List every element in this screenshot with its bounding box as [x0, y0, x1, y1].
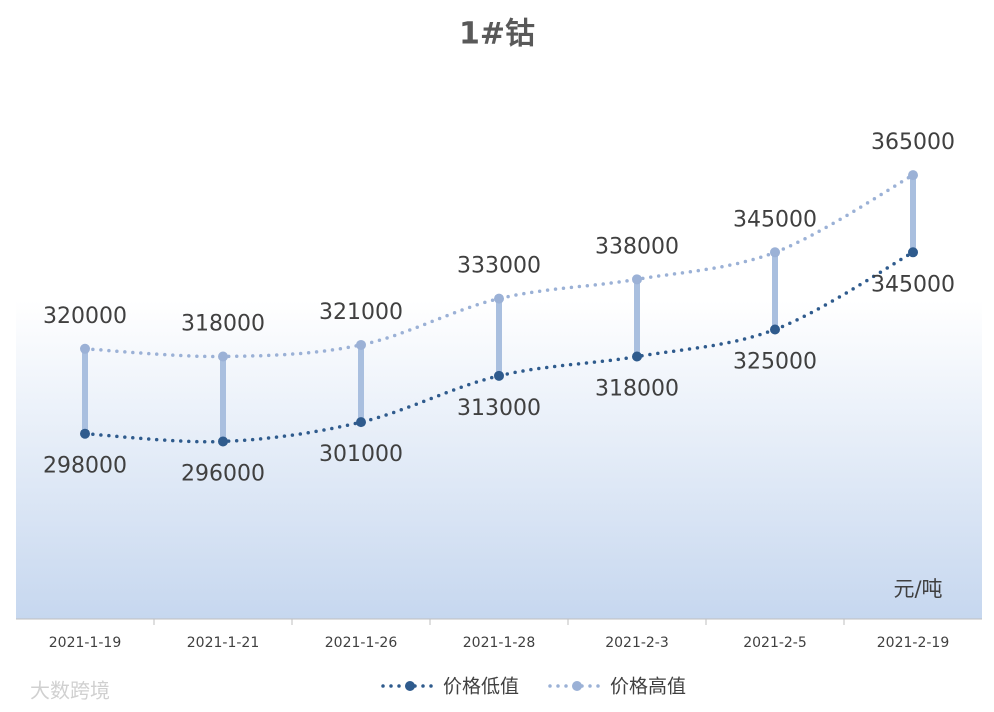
- data-point: [80, 428, 90, 439]
- data-label: 301000: [319, 442, 403, 467]
- data-label: 338000: [595, 234, 679, 259]
- x-tick-label: 2021-2-3: [605, 635, 669, 651]
- data-point: [356, 417, 366, 428]
- legend-label: 价格低值: [443, 676, 519, 698]
- x-tick-label: 2021-1-26: [325, 635, 398, 651]
- data-label: 333000: [457, 254, 541, 279]
- x-tick-label: 2021-1-28: [463, 635, 535, 651]
- data-label: 325000: [733, 350, 817, 375]
- legend-marker: [405, 681, 415, 691]
- data-point: [494, 370, 504, 381]
- x-tick-label: 2021-2-5: [743, 635, 807, 651]
- legend-label: 价格高值: [610, 676, 686, 698]
- data-point: [908, 170, 918, 181]
- x-tick-label: 2021-1-19: [49, 635, 121, 651]
- data-point: [908, 247, 918, 258]
- data-point: [770, 247, 780, 258]
- data-point: [494, 293, 504, 304]
- data-point: [632, 351, 642, 362]
- data-label: 345000: [871, 272, 955, 297]
- data-label: 321000: [319, 300, 403, 325]
- data-point: [770, 324, 780, 335]
- data-label: 296000: [181, 461, 265, 486]
- legend-marker: [572, 681, 582, 691]
- chart-title: 1#钴: [459, 17, 535, 52]
- data-point: [218, 436, 228, 447]
- data-point: [356, 339, 366, 350]
- watermark: 大数跨境: [30, 679, 110, 703]
- data-point: [80, 343, 90, 354]
- data-label: 298000: [43, 454, 127, 479]
- data-label: 318000: [595, 377, 679, 402]
- data-label: 345000: [733, 207, 817, 232]
- data-label: 318000: [181, 312, 265, 337]
- unit-label: 元/吨: [893, 577, 942, 601]
- data-point: [218, 351, 228, 362]
- data-label: 320000: [43, 304, 127, 329]
- data-label: 365000: [871, 130, 955, 155]
- x-tick-label: 2021-2-19: [877, 635, 949, 651]
- x-tick-label: 2021-1-21: [187, 635, 259, 651]
- data-point: [632, 274, 642, 285]
- data-label: 313000: [457, 396, 541, 421]
